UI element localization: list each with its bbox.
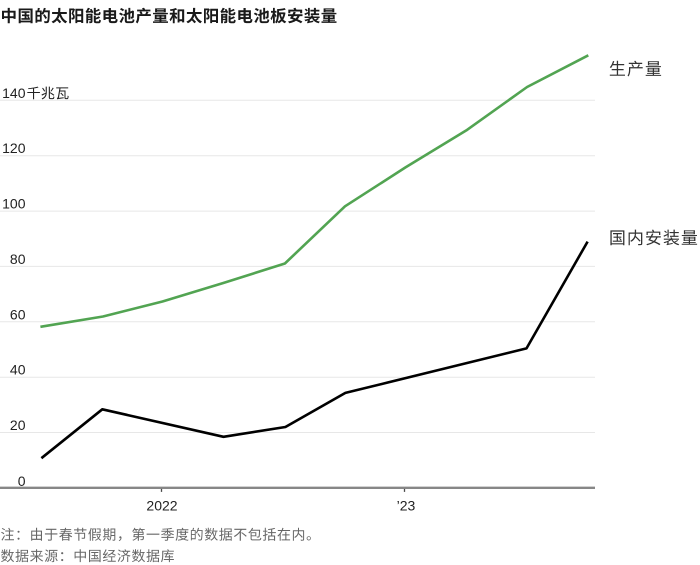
svg-text:80: 80 [10, 251, 26, 267]
svg-text:’23: ’23 [397, 498, 416, 514]
svg-text:100: 100 [2, 196, 26, 212]
svg-text:60: 60 [10, 306, 26, 322]
svg-text:20: 20 [10, 417, 26, 433]
svg-text:120: 120 [2, 140, 26, 156]
svg-text:0: 0 [18, 473, 26, 489]
svg-text:2022: 2022 [146, 498, 177, 514]
svg-text:40: 40 [10, 362, 26, 378]
svg-text:140: 140 [2, 85, 26, 101]
